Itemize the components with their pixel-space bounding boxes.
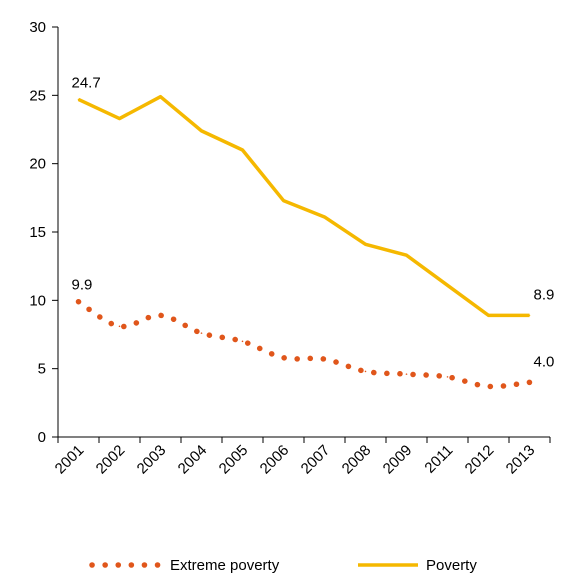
series-extreme-poverty-point: [528, 381, 531, 384]
x-tick-label: 2013: [503, 442, 539, 478]
series-extreme-poverty-point: [364, 370, 367, 373]
legend: Extreme poverty Poverty: [89, 557, 477, 574]
series-extreme-poverty-point: [405, 373, 408, 375]
series-extreme-poverty-point: [446, 376, 449, 378]
legend-label: Poverty: [426, 557, 477, 574]
axes: [57, 27, 550, 438]
y-axis-ticks: 0 5 10 15 20 25 30: [29, 19, 58, 446]
x-tick-label: 2009: [380, 442, 416, 478]
y-tick-label: 25: [29, 87, 46, 104]
x-tick-label: 2004: [175, 442, 211, 478]
series-poverty-line: [77, 94, 530, 318]
x-axis-ticks: 2001 2002 2003 2004 2005 2006 2007 2008 2009 2011…: [52, 437, 551, 478]
y-tick-label: 0: [38, 429, 46, 446]
series-extreme-poverty-point: [77, 300, 80, 303]
series-extreme-poverty-point: [487, 385, 490, 388]
series-extreme-poverty-point: [118, 325, 121, 328]
series-poverty-point: [323, 216, 326, 218]
legend-label: Extreme poverty: [170, 557, 280, 574]
series-extreme-poverty-point: [282, 356, 285, 359]
series-poverty-point: [77, 98, 80, 101]
x-tick-label: 2005: [216, 442, 252, 478]
x-tick-label: 2002: [93, 442, 129, 478]
data-label: 9.9: [72, 277, 93, 294]
series-extreme-poverty-line: [75, 298, 533, 390]
data-label: 24.7: [72, 74, 101, 91]
series-extreme-poverty-point: [323, 358, 326, 360]
series-poverty-point: [200, 130, 203, 132]
data-label: 8.9: [534, 286, 555, 303]
series-poverty-point: [159, 95, 162, 98]
y-tick-label: 5: [38, 361, 46, 378]
series-poverty-point: [364, 243, 367, 246]
data-label: 4.0: [534, 353, 555, 370]
x-tick-label: 2006: [257, 442, 293, 478]
x-tick-label: 2008: [339, 442, 375, 478]
y-tick-label: 20: [29, 156, 46, 173]
series-extreme-poverty-point: [241, 340, 244, 343]
y-tick-label: 15: [29, 224, 46, 241]
x-tick-label: 2007: [298, 442, 334, 478]
data-labels: 9.9 4.0 24.7 8.9: [72, 74, 555, 370]
series-extreme-poverty-point: [200, 332, 203, 334]
series-poverty-point: [241, 149, 244, 151]
x-tick-label: 2011: [421, 442, 456, 477]
series-poverty-point: [405, 254, 408, 257]
series-poverty-point: [118, 117, 121, 120]
y-tick-label: 30: [29, 19, 46, 36]
x-tick-label: 2003: [134, 442, 170, 478]
series-poverty-point: [528, 314, 531, 317]
series-poverty-point: [446, 284, 449, 287]
series-extreme-poverty-point: [159, 314, 162, 317]
series-poverty-point: [282, 199, 285, 202]
series-layer: [75, 94, 533, 390]
y-tick-label: 10: [29, 292, 46, 309]
x-tick-label: 2001: [52, 442, 88, 478]
x-tick-label: 2012: [462, 442, 498, 478]
series-poverty-point: [487, 314, 490, 317]
